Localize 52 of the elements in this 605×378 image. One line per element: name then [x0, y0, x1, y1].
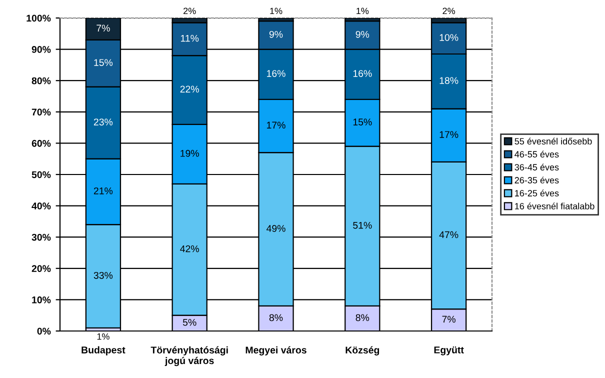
data-label: 1%	[97, 333, 110, 340]
data-label: 22%	[180, 86, 199, 93]
data-label: 2%	[184, 8, 196, 14]
y-tick-label: 70%	[32, 108, 51, 116]
data-label: 33%	[94, 272, 113, 279]
data-label: 5%	[182, 318, 196, 326]
data-label: 18%	[440, 77, 458, 84]
y-tick-label: 20%	[32, 265, 51, 272]
data-label: 16%	[353, 70, 372, 77]
x-tick-label: Megyei város	[246, 346, 306, 356]
y-tick-label: 60%	[32, 140, 51, 147]
data-label: 17%	[267, 122, 286, 129]
data-label: 51%	[353, 222, 372, 229]
data-label: 8%	[356, 314, 370, 322]
data-label: 10%	[440, 34, 458, 41]
y-tick-label: 90%	[32, 46, 51, 53]
data-label: 2%	[442, 8, 456, 14]
data-label: 16%	[267, 70, 286, 77]
legend-label: 46-55 éves	[514, 150, 559, 158]
data-label: 49%	[266, 225, 286, 232]
legend-label: 26-35 éves	[514, 176, 559, 184]
data-label: 15%	[94, 59, 113, 66]
y-tick-label: 0%	[37, 328, 51, 335]
data-label: 11%	[180, 34, 199, 42]
data-label: 47%	[439, 231, 458, 238]
data-label: 7%	[442, 316, 456, 323]
legend-label: 55 évesnél idősebb	[514, 138, 592, 145]
x-tick-label: Budapest	[82, 346, 126, 356]
data-label: 21%	[94, 187, 113, 194]
data-label: 17%	[440, 131, 458, 138]
data-label: 9%	[269, 30, 283, 38]
x-tick-label: Község	[346, 346, 380, 356]
y-tick-label: 30%	[32, 234, 51, 241]
data-label: 8%	[269, 314, 283, 322]
y-tick-label: 50%	[32, 171, 51, 178]
data-label: 1%	[270, 8, 282, 14]
y-tick-label: 80%	[32, 77, 51, 84]
data-label: 7%	[96, 24, 110, 32]
x-tick-label: Együtt	[434, 346, 464, 356]
legend-label: 16 évesnél fiatalabb	[515, 202, 594, 210]
data-label: 15%	[353, 118, 372, 126]
y-tick-label: 40%	[32, 202, 51, 210]
data-label: 42%	[180, 245, 199, 252]
data-label: 19%	[180, 150, 199, 157]
data-label: 1%	[356, 8, 369, 14]
y-tick-label: 10%	[32, 296, 51, 304]
data-label: 23%	[94, 118, 113, 126]
data-label: 9%	[356, 30, 370, 38]
legend-label: 36-45 éves	[514, 164, 559, 170]
legend-label: 16-25 éves	[515, 190, 559, 196]
x-tick-label: Törvényhatósági jogú város	[150, 346, 228, 366]
y-tick-label: 100%	[26, 14, 51, 22]
